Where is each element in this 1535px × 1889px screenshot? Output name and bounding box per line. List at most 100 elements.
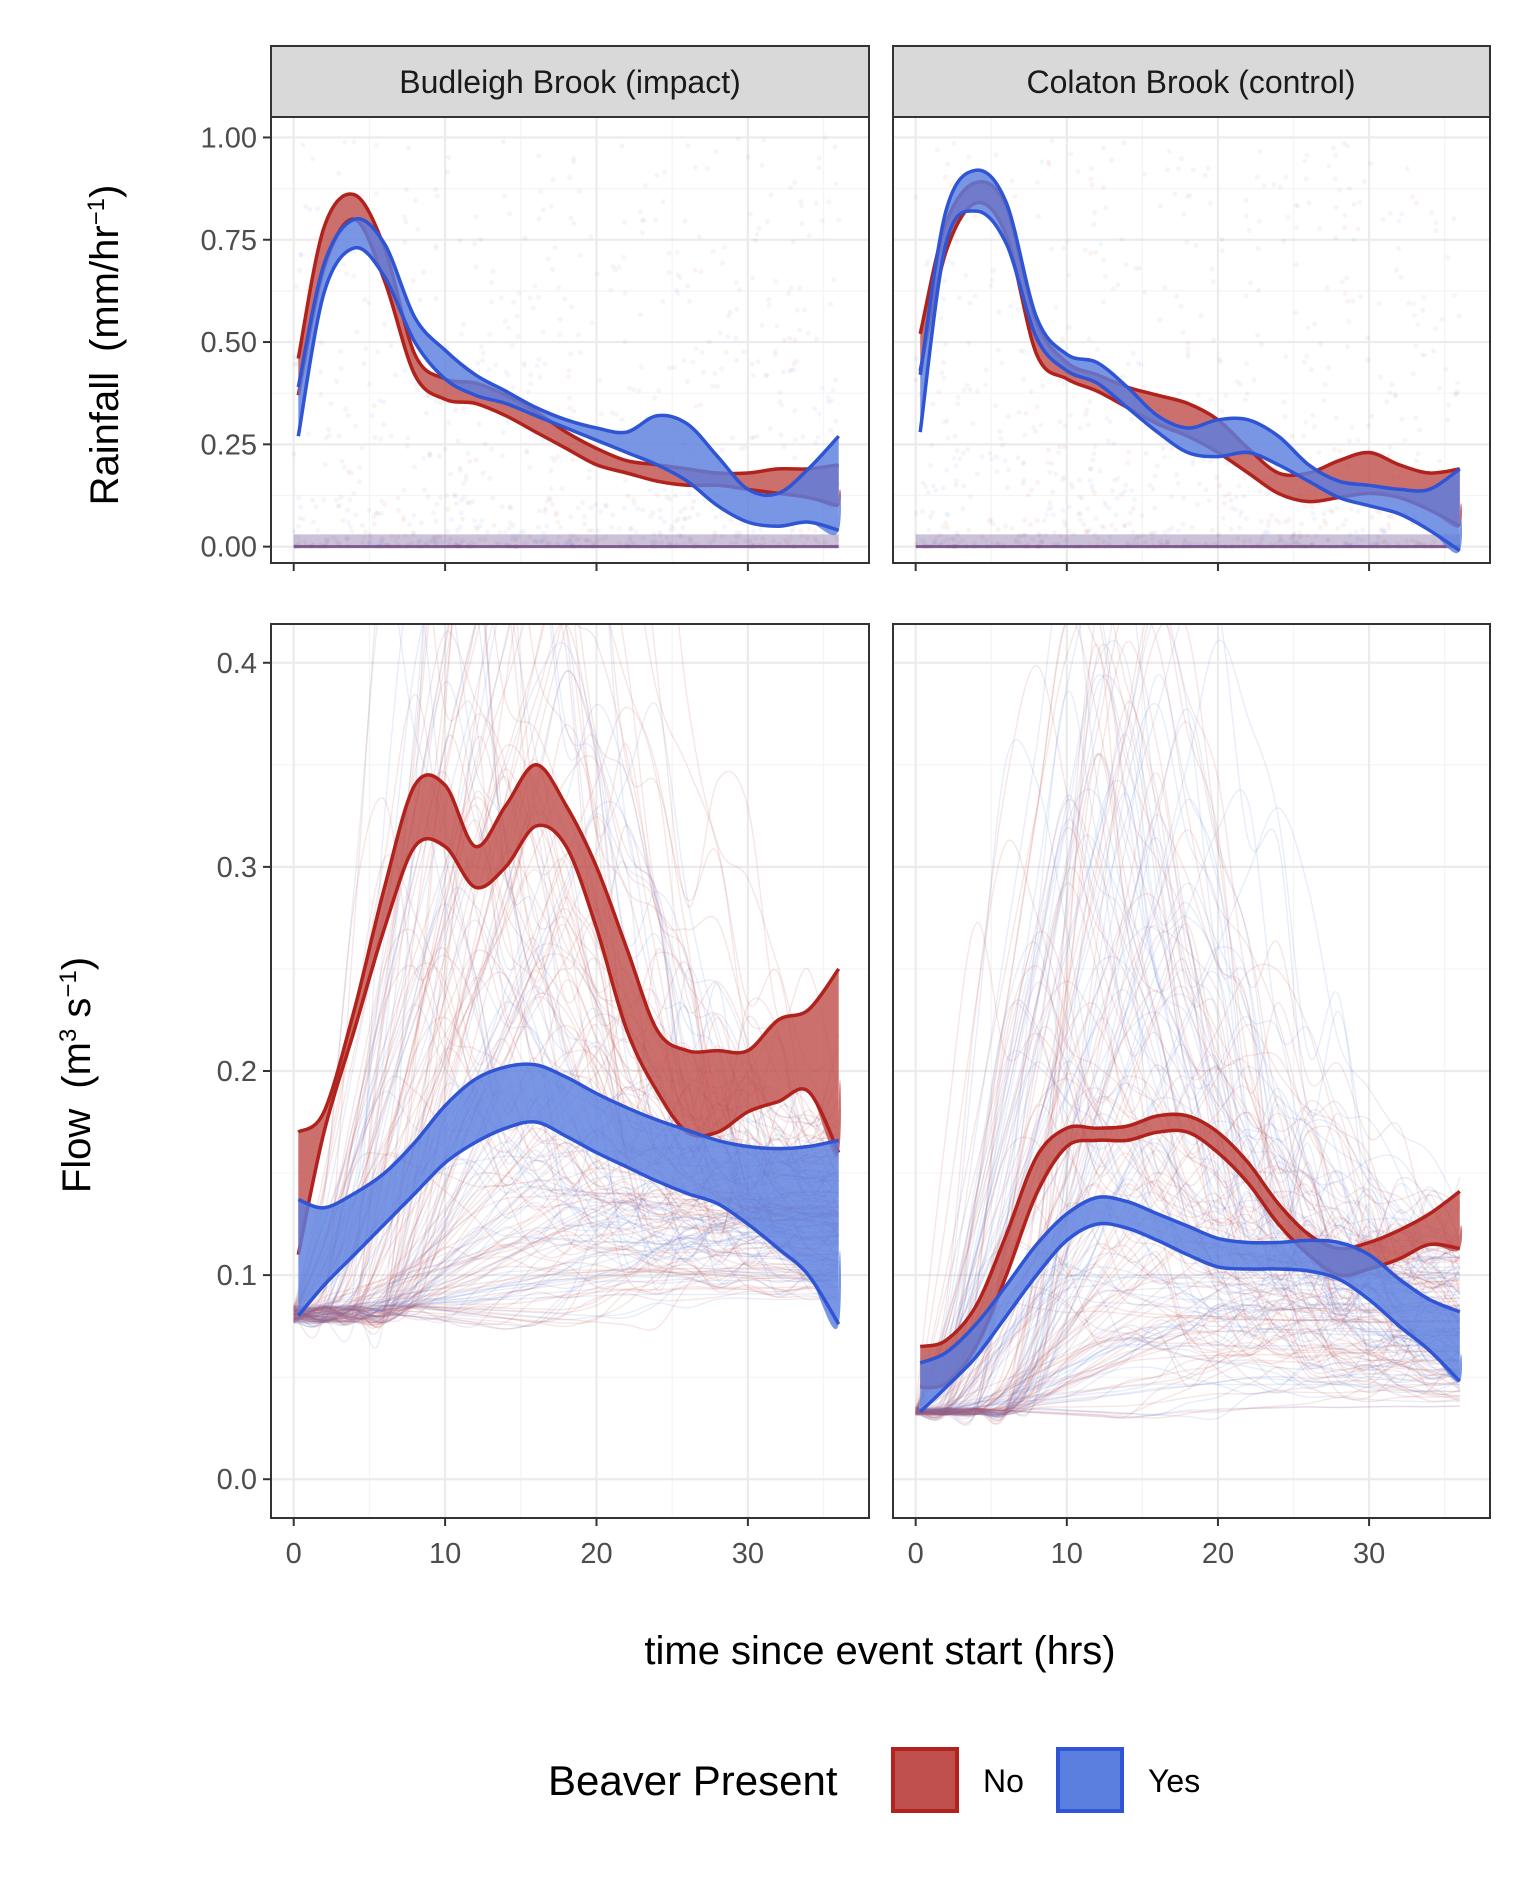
raw-point bbox=[955, 394, 961, 400]
raw-point bbox=[345, 412, 351, 418]
raw-point bbox=[934, 147, 940, 153]
raw-point bbox=[455, 438, 461, 444]
raw-point bbox=[378, 436, 384, 442]
raw-point bbox=[1289, 534, 1295, 540]
flow-axis-unit: (m bbox=[55, 1042, 99, 1089]
raw-point bbox=[511, 299, 517, 305]
raw-point bbox=[1038, 422, 1044, 428]
raw-point bbox=[1288, 537, 1294, 542]
raw-point bbox=[805, 330, 811, 336]
raw-hydrograph bbox=[293, 1233, 839, 1322]
raw-hydrograph bbox=[293, 624, 840, 1323]
raw-point bbox=[568, 215, 574, 221]
raw-point bbox=[548, 486, 554, 492]
raw-hydrograph bbox=[915, 1332, 1460, 1416]
rainfall-axis-main: Rainfall bbox=[83, 372, 127, 505]
raw-point bbox=[1351, 201, 1357, 207]
raw-point bbox=[1098, 241, 1104, 247]
raw-point bbox=[1208, 458, 1214, 464]
raw-point bbox=[954, 239, 960, 245]
raw-point bbox=[510, 532, 516, 538]
raw-point bbox=[544, 523, 550, 529]
raw-point bbox=[433, 540, 439, 546]
raw-point bbox=[1365, 357, 1371, 363]
raw-point bbox=[1107, 419, 1113, 425]
raw-point bbox=[1346, 319, 1352, 324]
raw-point bbox=[1076, 477, 1082, 483]
raw-point bbox=[548, 468, 554, 474]
raw-point bbox=[720, 260, 725, 266]
raw-point bbox=[1060, 477, 1066, 483]
raw-point bbox=[1021, 477, 1027, 483]
raw-point bbox=[373, 190, 379, 196]
raw-point bbox=[988, 283, 994, 289]
raw-point bbox=[1341, 141, 1347, 146]
raw-point bbox=[1166, 148, 1172, 154]
raw-hydrograph bbox=[915, 624, 1461, 1409]
raw-point bbox=[292, 361, 298, 367]
raw-point bbox=[351, 491, 357, 496]
raw-point bbox=[460, 406, 466, 412]
raw-point bbox=[1344, 344, 1350, 350]
raw-point bbox=[944, 418, 950, 424]
raw-point bbox=[595, 537, 601, 543]
panel-flow-0 bbox=[271, 624, 869, 1518]
raw-point bbox=[1241, 475, 1247, 481]
raw-point bbox=[1184, 194, 1190, 200]
raw-point bbox=[781, 444, 787, 450]
raw-point bbox=[1103, 502, 1109, 508]
raw-point bbox=[1016, 409, 1022, 415]
raw-point bbox=[943, 520, 949, 526]
ribbon-yes bbox=[298, 218, 841, 536]
raw-point bbox=[480, 357, 486, 363]
raw-point bbox=[1091, 451, 1097, 457]
raw-point bbox=[482, 441, 488, 447]
raw-point bbox=[1304, 532, 1310, 538]
raw-point bbox=[510, 523, 516, 529]
raw-point bbox=[788, 184, 793, 190]
raw-point bbox=[1181, 495, 1186, 501]
raw-point bbox=[1306, 200, 1312, 206]
raw-point bbox=[577, 252, 583, 258]
raw-point bbox=[1241, 538, 1247, 544]
raw-point bbox=[1326, 365, 1332, 371]
raw-point bbox=[1110, 488, 1115, 494]
raw-point bbox=[527, 295, 533, 301]
raw-point bbox=[1189, 525, 1195, 530]
raw-hydrograph bbox=[293, 1240, 839, 1326]
raw-point bbox=[1143, 451, 1149, 456]
raw-hydrograph bbox=[293, 681, 839, 1328]
facet-strip-0 bbox=[270, 45, 870, 118]
raw-point bbox=[1433, 220, 1439, 226]
raw-point bbox=[913, 194, 919, 200]
raw-point bbox=[758, 527, 764, 532]
raw-point bbox=[1330, 145, 1336, 151]
raw-point bbox=[1000, 442, 1006, 448]
raw-point bbox=[349, 529, 355, 534]
raw-point bbox=[413, 381, 419, 387]
raw-point bbox=[513, 537, 518, 543]
raw-point bbox=[1380, 529, 1386, 535]
raw-point bbox=[1061, 474, 1067, 480]
raw-point bbox=[446, 154, 452, 160]
raw-point bbox=[571, 408, 577, 414]
raw-hydrograph bbox=[915, 985, 1460, 1416]
raw-point bbox=[965, 446, 971, 452]
raw-point bbox=[566, 538, 571, 544]
raw-point bbox=[490, 495, 496, 501]
raw-point bbox=[1406, 300, 1412, 306]
raw-point bbox=[753, 238, 758, 244]
raw-point bbox=[1414, 458, 1420, 464]
raw-point bbox=[430, 539, 436, 545]
raw-point bbox=[1385, 522, 1391, 528]
raw-hydrograph bbox=[915, 999, 1461, 1421]
raw-point bbox=[510, 384, 516, 390]
raw-point bbox=[1092, 444, 1098, 450]
raw-point bbox=[1136, 541, 1141, 547]
raw-point bbox=[632, 501, 637, 506]
raw-point bbox=[1148, 531, 1154, 537]
raw-point bbox=[1206, 498, 1212, 504]
raw-point bbox=[1115, 475, 1121, 481]
raw-point bbox=[1322, 381, 1328, 387]
raw-hydrograph bbox=[915, 1252, 1460, 1415]
